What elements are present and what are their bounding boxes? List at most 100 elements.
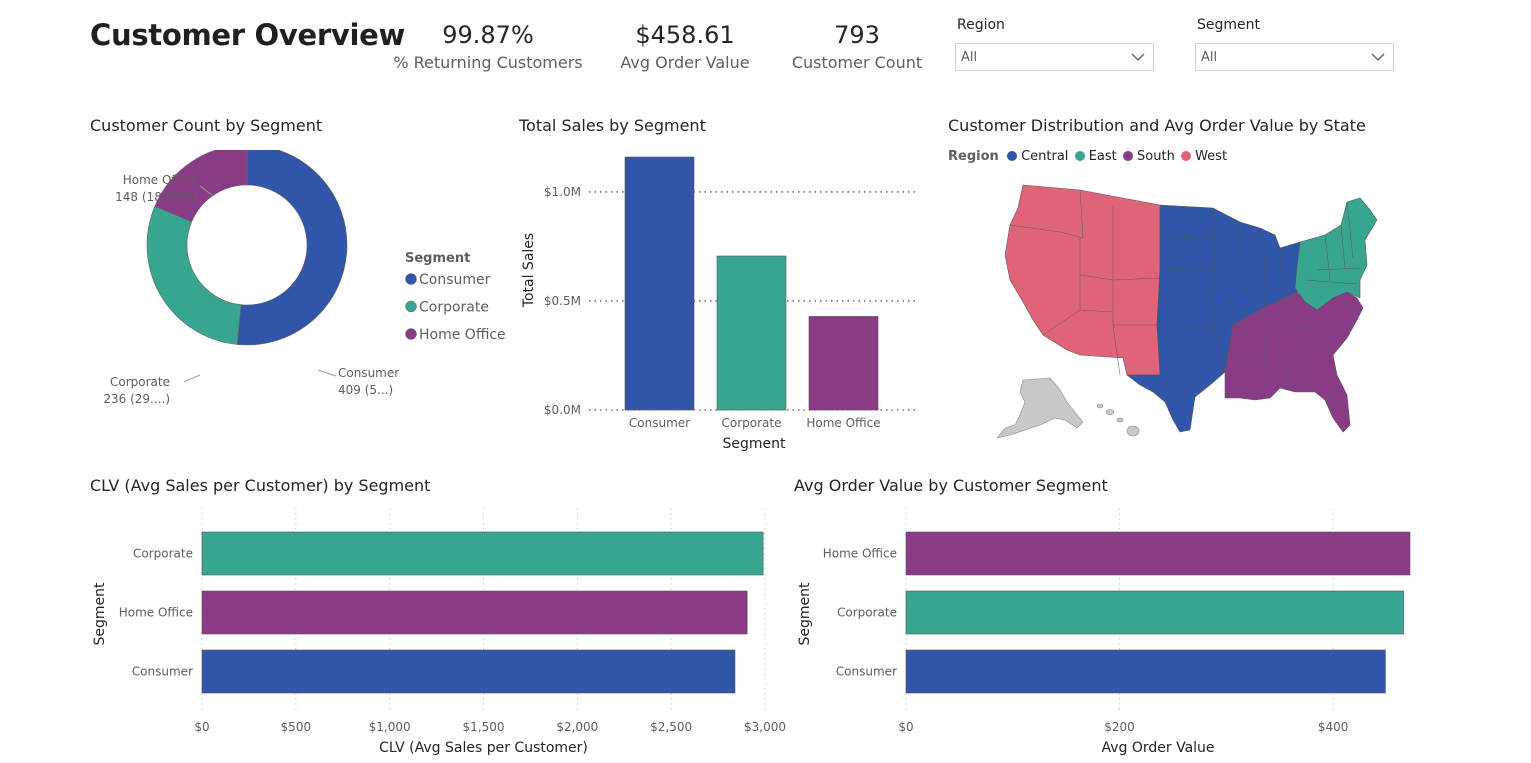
data-label-leader xyxy=(183,374,201,383)
kpi-card-returning-customers: 99.87% % Returning Customers xyxy=(392,18,584,73)
bar-consumer[interactable] xyxy=(201,649,736,694)
map-title: Customer Distribution and Avg Order Valu… xyxy=(948,116,1366,135)
legend-dot-icon xyxy=(405,273,417,285)
page-title: Customer Overview xyxy=(90,18,405,52)
legend-dot-icon xyxy=(1180,151,1191,161)
legend-item-west[interactable]: West xyxy=(1180,149,1227,164)
x-axis-title: CLV (Avg Sales per Customer) xyxy=(379,740,588,756)
donut-legend-label[interactable]: Consumer xyxy=(419,272,491,288)
kpi-label: Customer Count xyxy=(791,53,923,72)
x-tick-label: $2,500 xyxy=(650,720,692,734)
kpi-card-avg-order-value: $458.61 Avg Order Value xyxy=(610,18,760,73)
x-tick-label: $500 xyxy=(281,720,312,734)
aov-chart-title: Avg Order Value by Customer Segment xyxy=(794,476,1108,495)
y-tick-label: Home Office xyxy=(119,606,193,620)
donut-chart-title: Customer Count by Segment xyxy=(90,116,323,135)
map-region-south xyxy=(1224,291,1364,433)
bar-home-office[interactable] xyxy=(905,531,1411,576)
map-alaska xyxy=(996,377,1084,439)
legend-dot-icon xyxy=(405,328,417,340)
donut-slice-consumer[interactable] xyxy=(236,150,348,346)
legend-label: Central xyxy=(1021,149,1069,164)
x-tick-label: Corporate xyxy=(722,416,782,430)
data-label-name: Consumer xyxy=(338,366,399,380)
x-tick-label: $1,500 xyxy=(463,720,505,734)
legend-dot-icon xyxy=(405,300,417,313)
x-tick-label: $400 xyxy=(1318,720,1349,734)
donut-legend-label[interactable]: Home Office xyxy=(419,327,506,343)
map-hawaii-3 xyxy=(1116,417,1124,423)
map-region-west xyxy=(1004,184,1161,376)
x-tick-label: Consumer xyxy=(629,416,690,430)
bar-home-office[interactable] xyxy=(808,316,879,411)
segment-slicer-value: All xyxy=(1201,50,1218,65)
legend-dot-icon xyxy=(1006,151,1017,161)
y-axis-title: Segment xyxy=(797,582,813,646)
x-tick-label: $0 xyxy=(898,720,913,734)
y-tick-label: Corporate xyxy=(133,547,193,561)
map-hawaii-1 xyxy=(1096,403,1104,409)
kpi-label: % Returning Customers xyxy=(393,53,583,72)
bar-home-office[interactable] xyxy=(201,590,748,635)
chevron-down-icon xyxy=(1371,53,1385,61)
y-tick-label: Consumer xyxy=(836,665,897,679)
clv-chart-title: CLV (Avg Sales per Customer) by Segment xyxy=(90,476,431,495)
region-slicer-value: All xyxy=(961,50,978,65)
data-label-leader xyxy=(317,369,337,377)
bar-consumer[interactable] xyxy=(624,156,695,411)
x-tick-label: $2,000 xyxy=(556,720,598,734)
kpi-value: $458.61 xyxy=(635,21,735,49)
map-hawaii-4 xyxy=(1126,425,1140,437)
segment-slicer-title: Segment xyxy=(1197,17,1260,33)
y-tick-label: $0.5M xyxy=(544,294,581,308)
data-label-value: 236 (29....) xyxy=(103,392,170,406)
y-tick-label: Corporate xyxy=(837,606,897,620)
x-axis-title: Segment xyxy=(723,436,787,452)
data-label-value: 148 (18.66%) xyxy=(115,190,197,204)
legend-label: South xyxy=(1137,149,1175,164)
kpi-value: 793 xyxy=(834,21,880,49)
x-tick-label: $200 xyxy=(1104,720,1135,734)
total-sales-bar-chart[interactable]: $0.0M $0.5M $1.0M Consumer Corporate Home Off… xyxy=(519,145,929,455)
x-tick-label: $1,000 xyxy=(369,720,411,734)
y-tick-label: Home Office xyxy=(823,547,897,561)
segment-slicer-dropdown[interactable]: All xyxy=(1195,43,1394,71)
region-slicer-title: Region xyxy=(957,17,1005,33)
kpi-label: Avg Order Value xyxy=(620,53,750,72)
donut-legend-label[interactable]: Corporate xyxy=(419,300,489,316)
y-tick-label: $1.0M xyxy=(544,185,581,199)
region-slicer-dropdown[interactable]: All xyxy=(955,43,1154,71)
bar-corporate[interactable] xyxy=(201,531,764,576)
us-state-map[interactable] xyxy=(985,180,1430,445)
sales-chart-title: Total Sales by Segment xyxy=(519,116,706,135)
map-legend-title: Region xyxy=(948,149,999,164)
y-tick-label: $0.0M xyxy=(544,403,581,417)
x-tick-label: Home Office xyxy=(806,416,880,430)
legend-dot-icon xyxy=(1122,151,1133,161)
bar-corporate[interactable] xyxy=(716,255,787,411)
legend-item-east[interactable]: East xyxy=(1074,149,1117,164)
aov-bar-chart[interactable]: $0 $200 $400 Home Office Corporate Consumer Av… xyxy=(790,500,1420,763)
clv-bar-chart[interactable]: $0 $500 $1,000 $1,500 $2,000 $2,500 $3,000 Corp… xyxy=(85,500,790,763)
y-tick-label: Consumer xyxy=(132,665,193,679)
map-region-east xyxy=(1294,197,1378,311)
bar-consumer[interactable] xyxy=(905,649,1386,694)
y-axis-title: Segment xyxy=(92,582,108,646)
data-label-value: 409 (5...) xyxy=(338,383,393,397)
map-legend: Region Central East South West xyxy=(948,149,1227,164)
legend-dot-icon xyxy=(1074,151,1085,161)
y-axis-title: Total Sales xyxy=(521,233,537,308)
data-label-leader xyxy=(199,185,213,196)
x-tick-label: $0 xyxy=(194,720,209,734)
kpi-value: 99.87% xyxy=(442,21,534,49)
data-label-name: Home Office xyxy=(123,173,197,187)
donut-slice-home-office[interactable] xyxy=(154,150,248,223)
donut-chart[interactable]: Consumer 409 (5...) Corporate 236 (29....) H… xyxy=(90,150,510,420)
chevron-down-icon xyxy=(1131,53,1145,61)
legend-item-south[interactable]: South xyxy=(1122,149,1175,164)
legend-item-central[interactable]: Central xyxy=(1006,149,1069,164)
bar-corporate[interactable] xyxy=(905,590,1404,635)
kpi-card-customer-count: 793 Customer Count xyxy=(787,18,927,73)
map-hawaii-2 xyxy=(1105,409,1115,415)
donut-slice-corporate[interactable] xyxy=(146,205,242,345)
